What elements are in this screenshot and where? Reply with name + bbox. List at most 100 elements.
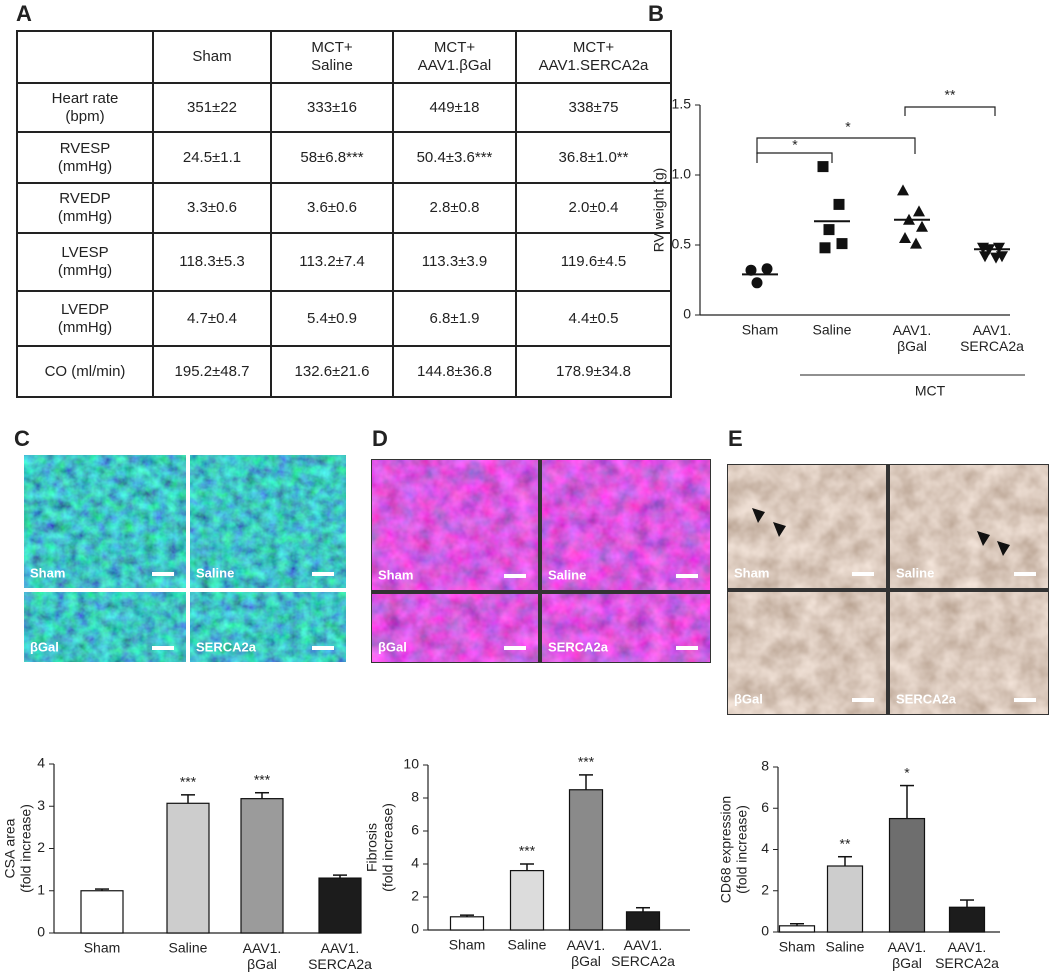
y-tick-label: 0	[761, 923, 769, 939]
micrograph	[541, 459, 711, 591]
image-label: βGal	[734, 691, 763, 706]
y-tick-label: 4	[411, 855, 419, 871]
table-row: LVESP (mmHg) 118.3±5.3 113.2±7.4 113.3±3.9 1…	[16, 232, 672, 292]
micrograph	[23, 591, 187, 663]
data-point	[761, 263, 773, 275]
y-tick-label: 3	[37, 797, 45, 813]
data-point	[817, 161, 829, 173]
panel-letter: C	[14, 426, 30, 451]
data-point	[897, 184, 909, 196]
y-tick-label: 0.5	[672, 236, 692, 252]
image-label: βGal	[30, 639, 59, 654]
x-tick-label: Sham	[742, 322, 779, 338]
data-point	[913, 205, 925, 217]
table-cell: 6.8±1.9	[392, 290, 517, 347]
x-tick-label: Sham	[449, 937, 486, 953]
y-axis-label: Fibrosis(fold increase)	[363, 803, 395, 892]
table-cell: RVEDP (mmHg)	[16, 182, 154, 234]
table-cell: 119.6±4.5	[515, 232, 672, 292]
bar	[80, 890, 124, 934]
bar	[888, 817, 926, 933]
bar	[449, 916, 485, 931]
table-cell: 449±18	[392, 82, 517, 133]
table-cell: 2.0±0.4	[515, 182, 672, 234]
y-tick-label: 0	[411, 921, 419, 937]
micrograph	[727, 591, 887, 715]
y-tick-label: 4	[37, 755, 45, 771]
table-row: RVEDP (mmHg) 3.3±0.6 3.6±0.6 2.8±0.8 2.0±0.4	[16, 182, 672, 234]
x-tick-label: AAV1. SERCA2a	[611, 937, 675, 969]
data-point	[990, 252, 1002, 264]
table-row: Heart rate (bpm) 351±22 333±16 449±18 338±75	[16, 82, 672, 133]
x-tick-label: Saline	[826, 939, 865, 955]
table-cell: Sham	[152, 30, 272, 84]
table-cell: 351±22	[152, 82, 272, 133]
table-cell: 333±16	[270, 82, 394, 133]
table-cell: 118.3±5.3	[152, 232, 272, 292]
table-cell: 338±75	[515, 82, 672, 133]
group-label: MCT	[915, 383, 946, 399]
table-row: CO (ml/min) 195.2±48.7 132.6±21.6 144.8±36.…	[16, 345, 672, 398]
image-label: SERCA2a	[896, 691, 957, 706]
table-cell: MCT+ AAV1.SERCA2a	[515, 30, 672, 84]
table-cell: 4.4±0.5	[515, 290, 672, 347]
y-tick-label: 1.5	[672, 96, 692, 112]
micrograph	[541, 593, 711, 663]
table-cell: 144.8±36.8	[392, 345, 517, 398]
micrograph	[371, 459, 539, 591]
significance-label: ***	[180, 774, 197, 790]
significance-label: *	[792, 137, 798, 153]
bar	[509, 869, 545, 931]
table-row: RVESP (mmHg) 24.5±1.1 58±6.8*** 50.4±3.6***…	[16, 131, 672, 184]
data-point	[899, 232, 911, 243]
y-tick-label: 2	[761, 881, 769, 897]
table-row: Sham MCT+ Saline MCT+ AAV1.βGal MCT+ AAV1.S…	[16, 30, 672, 84]
table-cell: 132.6±21.6	[270, 345, 394, 398]
data-point	[751, 277, 763, 289]
y-tick-label: 1	[37, 881, 45, 897]
image-label: βGal	[378, 639, 407, 654]
x-tick-label: AAV1. βGal	[893, 322, 932, 354]
significance-label: *	[904, 764, 910, 780]
table-cell: LVEDP (mmHg)	[16, 290, 154, 347]
table-cell: 4.7±0.4	[152, 290, 272, 347]
y-tick-label: 1.0	[672, 166, 692, 182]
y-tick-label: 0	[37, 924, 45, 940]
x-tick-label: Saline	[813, 322, 852, 338]
bar	[778, 925, 816, 933]
image-label: Sham	[378, 567, 413, 582]
y-tick-label: 10	[403, 756, 419, 772]
y-tick-label: 0	[683, 306, 691, 322]
data-point	[745, 264, 757, 276]
panel-letter: E	[728, 426, 743, 451]
table-cell: 178.9±34.8	[515, 345, 672, 398]
panel-letter: A	[16, 1, 32, 26]
data-point	[910, 237, 922, 249]
y-axis-label: CSA area(fold increase)	[1, 804, 33, 893]
significance-label: ***	[254, 771, 271, 787]
bar	[826, 865, 864, 933]
micrograph	[189, 454, 347, 589]
micrograph	[371, 593, 539, 663]
micrographs: Sham Saline βGal SERCA2a Sham Saline βGal SERCA…	[23, 454, 1049, 715]
y-tick-label: 2	[411, 888, 419, 904]
x-tick-label: AAV1. SERCA2a	[935, 939, 999, 971]
image-label: Sham	[734, 565, 769, 580]
micrograph	[23, 454, 187, 589]
hemodynamics-table: Sham MCT+ Saline MCT+ AAV1.βGal MCT+ AAV1.S…	[16, 30, 672, 398]
arrowhead	[977, 531, 990, 546]
arrowhead	[997, 541, 1010, 556]
micrograph	[889, 591, 1049, 715]
table-cell: Heart rate (bpm)	[16, 82, 154, 133]
y-tick-label: 6	[411, 822, 419, 838]
y-tick-label: 8	[411, 789, 419, 805]
y-tick-label: 8	[761, 758, 769, 774]
x-tick-label: AAV1. SERCA2a	[308, 940, 372, 972]
significance-label: **	[840, 835, 851, 851]
micrograph	[189, 591, 347, 663]
table-cell: 24.5±1.1	[152, 131, 272, 184]
panel-letter: D	[372, 426, 388, 451]
bar	[166, 802, 210, 934]
